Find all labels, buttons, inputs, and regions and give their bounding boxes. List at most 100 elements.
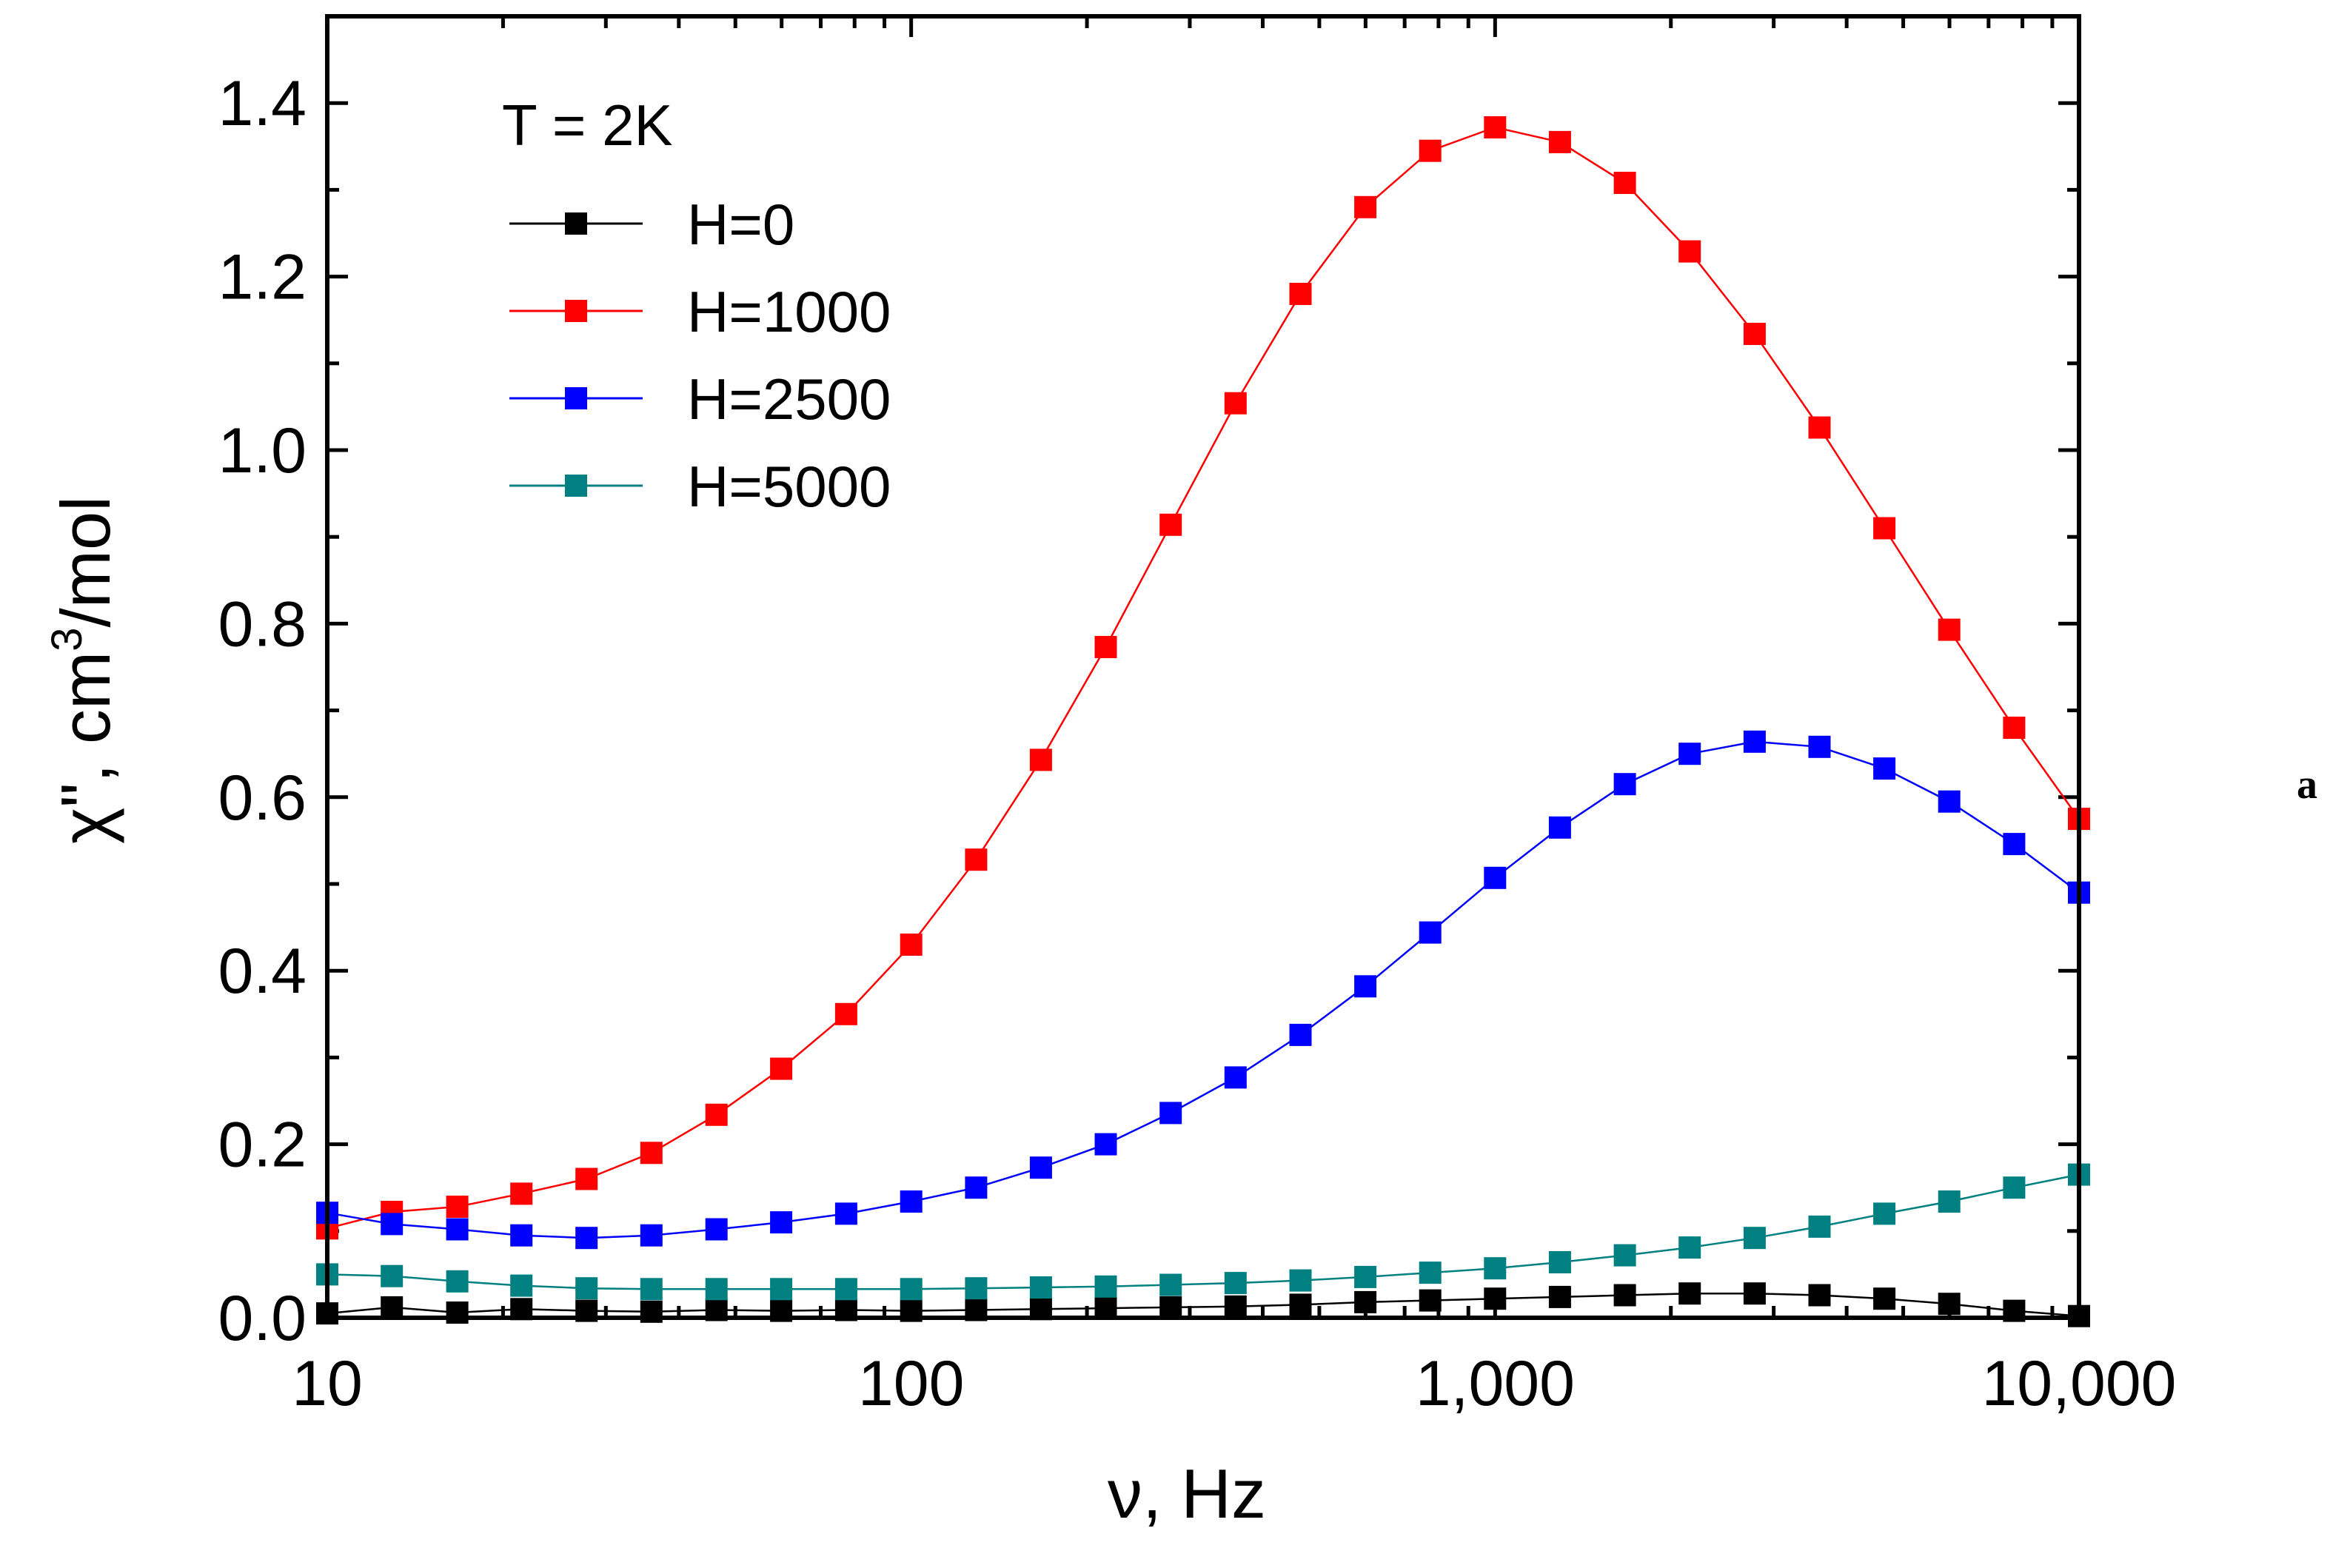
data-point — [705, 1103, 728, 1126]
data-point — [1808, 1215, 1831, 1238]
data-point — [1873, 1202, 1896, 1225]
y-axis-title-unit: /mol — [47, 496, 124, 628]
tick-labels: 0.0 0.2 0.4 0.6 0.8 1.0 1.2 1.4 10 100 1,000 10,000 — [218, 68, 2176, 1419]
data-point — [1548, 1285, 1571, 1308]
axis-ticks — [325, 14, 2081, 1320]
data-point — [900, 1278, 923, 1301]
panel-label: a — [2297, 762, 2317, 808]
data-point — [1224, 392, 1247, 415]
y-tick-label: 1.2 — [218, 242, 307, 313]
data-point — [1678, 1282, 1701, 1305]
series-lines — [327, 126, 2080, 1317]
data-point — [1938, 1293, 1961, 1316]
data-point — [1354, 195, 1377, 218]
series-markers — [316, 116, 2090, 1327]
data-point — [1289, 1293, 1312, 1316]
data-point — [965, 848, 988, 871]
data-point — [900, 1190, 923, 1213]
data-point — [1224, 1066, 1247, 1089]
y-tick-label: 1.0 — [218, 415, 307, 486]
data-point — [834, 1202, 857, 1225]
y-tick-label: 1.4 — [218, 68, 307, 139]
data-point — [446, 1270, 469, 1293]
data-point — [575, 1227, 598, 1250]
legend-label: H=0 — [687, 192, 794, 257]
x-tick-label: 10 — [292, 1348, 363, 1419]
y-tick-label: 0.0 — [218, 1283, 307, 1354]
data-point — [1938, 1190, 1961, 1213]
data-point — [1484, 866, 1507, 889]
data-point — [900, 934, 923, 956]
x-tick-label: 100 — [858, 1348, 965, 1419]
y-tick-label: 0.6 — [218, 763, 307, 834]
x-tick-label: 1,000 — [1416, 1348, 1575, 1419]
data-point — [1029, 1156, 1052, 1179]
data-point — [640, 1142, 663, 1165]
data-point — [381, 1296, 404, 1319]
data-point — [1094, 636, 1117, 658]
legend-entry: H=5000 — [509, 454, 891, 519]
data-point — [446, 1196, 469, 1218]
data-point — [1484, 1287, 1507, 1310]
y-tick-label: 0.8 — [218, 589, 307, 660]
data-point — [2003, 833, 2026, 856]
data-point — [1743, 1282, 1766, 1305]
data-point — [446, 1301, 469, 1324]
data-point — [1354, 1290, 1377, 1313]
data-point — [1613, 1284, 1636, 1307]
data-point — [1938, 618, 1961, 641]
legend-entry: H=2500 — [509, 366, 891, 432]
data-point — [575, 1277, 598, 1300]
data-point — [1289, 1023, 1312, 1046]
x-tick-label: 10,000 — [1981, 1348, 2176, 1419]
data-point — [1613, 1244, 1636, 1267]
legend-entry: H=1000 — [509, 279, 891, 344]
data-point — [1743, 730, 1766, 753]
series-line-h-0 — [327, 1292, 2080, 1317]
data-point — [1613, 773, 1636, 796]
data-point — [1029, 1276, 1052, 1299]
data-point — [1548, 130, 1571, 153]
data-point — [1159, 1102, 1182, 1125]
data-point — [1159, 1273, 1182, 1296]
data-point — [1484, 1257, 1507, 1280]
data-point — [1808, 735, 1831, 758]
data-point — [1743, 1227, 1766, 1250]
data-point — [381, 1264, 404, 1287]
data-point — [1873, 757, 1896, 780]
legend-label: H=5000 — [687, 454, 891, 519]
data-point — [575, 1167, 598, 1190]
data-point — [1678, 743, 1701, 765]
data-point — [1419, 1262, 1442, 1284]
data-point — [1094, 1133, 1117, 1156]
legend: H=0 H=1000 H=2500 H=5000 — [509, 192, 891, 519]
legend-entry: H=0 — [509, 192, 794, 257]
data-point — [1678, 1236, 1701, 1259]
y-tick-label: 0.2 — [218, 1110, 307, 1181]
legend-marker — [565, 475, 587, 497]
legend-label: H=1000 — [687, 279, 891, 344]
data-point — [770, 1057, 793, 1080]
data-point — [1678, 240, 1701, 263]
y-axis-title-main: χ", cm — [47, 651, 124, 844]
data-point — [965, 1277, 988, 1300]
data-point — [446, 1218, 469, 1241]
data-point — [1808, 1284, 1831, 1307]
data-point — [1159, 513, 1182, 536]
series-line-h-1000 — [327, 126, 2080, 1230]
data-point — [1548, 1251, 1571, 1273]
legend-marker — [565, 212, 587, 235]
legend-marker — [565, 300, 587, 322]
data-point — [834, 1002, 857, 1025]
data-point — [640, 1278, 663, 1301]
data-point — [1289, 283, 1312, 305]
y-axis-title-superscript: 3 — [43, 628, 91, 651]
data-point — [1743, 323, 1766, 345]
data-point — [1029, 748, 1052, 771]
legend-label: H=2500 — [687, 366, 891, 432]
data-point — [1548, 816, 1571, 839]
data-point — [1224, 1295, 1247, 1318]
series-line-h-5000 — [327, 1173, 2080, 1290]
data-point — [1808, 416, 1831, 439]
